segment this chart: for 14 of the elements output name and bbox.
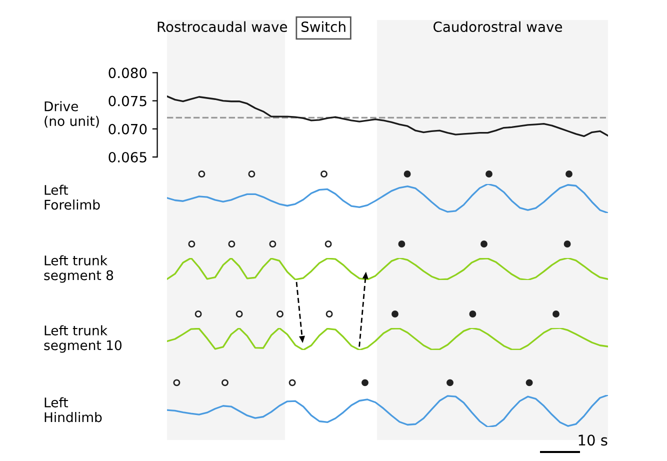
y-axis-title: Drive (no unit) <box>44 101 99 128</box>
y-tick-label: 0.065 <box>108 152 146 162</box>
text: 10 s <box>578 434 608 446</box>
y-tick-label: 0.075 <box>108 96 146 106</box>
y-axis-title: Left Forelimb <box>44 184 100 210</box>
line-series <box>167 95 608 138</box>
text: Rostrocaudal wave <box>158 21 288 32</box>
text: Caudorostral wave <box>434 21 562 32</box>
y-tick-label: 0.070 <box>108 124 147 134</box>
y-axis-title: Left trunk segment 8 <box>44 255 114 283</box>
text: Switch <box>302 21 346 32</box>
y-axis-title: Left Hindlimb <box>44 397 102 422</box>
y-axis-title: Left trunk segment 10 <box>44 325 122 353</box>
y-tick-label: 0.080 <box>108 68 147 78</box>
